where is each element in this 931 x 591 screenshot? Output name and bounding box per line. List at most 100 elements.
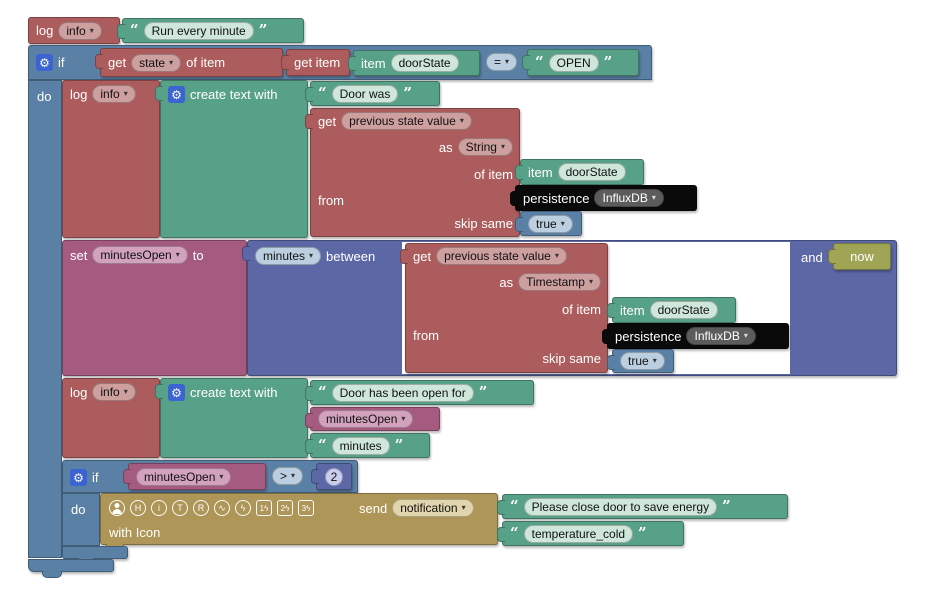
state-dropdown[interactable]: state ▾	[131, 53, 182, 72]
as-type-dropdown[interactable]: Timestamp ▾	[518, 273, 601, 291]
string-field-run-every-minute[interactable]: Run every minute	[143, 21, 254, 40]
operator-value: >	[280, 469, 288, 483]
block-item-doorstate-b[interactable]: item doorState	[607, 297, 736, 323]
item-name-field[interactable]: doorState	[557, 163, 626, 181]
block-variable-minutesopen-cond[interactable]: minutesOpen ▾	[123, 463, 266, 490]
block-skip-same-true-a[interactable]: true ▾	[515, 211, 582, 236]
chart-icon[interactable]: ∿	[214, 500, 230, 516]
block-number-2[interactable]: 2	[311, 463, 352, 490]
close-quote-icon: ”	[403, 84, 412, 102]
string-field-minutes[interactable]: minutes	[331, 436, 390, 455]
log-level-dropdown[interactable]: info ▾	[58, 21, 102, 40]
block-persistence-b[interactable]: persistence InfluxDB ▾	[602, 323, 789, 349]
hide-icon[interactable]: H	[130, 500, 146, 516]
block-string-run-every-minute[interactable]: “ Run every minute ”	[117, 18, 304, 43]
item-label: item	[528, 164, 553, 180]
mutator-gear-icon[interactable]: ⚙	[70, 469, 87, 486]
string-field-door-was[interactable]: Door was	[331, 84, 399, 103]
variable-dropdown[interactable]: minutesOpen ▾	[92, 246, 188, 264]
block-if-inner-bottom[interactable]	[62, 546, 128, 559]
block-string-minutes[interactable]: “ minutes ”	[305, 433, 430, 458]
person-head	[114, 503, 120, 508]
chevron-down-icon: ▾	[401, 414, 406, 423]
string-field-door-open-for[interactable]: Door has been open for	[331, 383, 474, 402]
block-prev-state-a[interactable]: get previous state value ▾ as String ▾ o…	[305, 108, 520, 237]
media-icon[interactable]: ϟ	[235, 500, 251, 516]
block-set-variable[interactable]: set minutesOpen ▾ to	[62, 240, 247, 376]
mutator-gear-icon[interactable]: ⚙	[36, 54, 53, 71]
block-item-doorstate-a[interactable]: item doorState	[515, 159, 644, 185]
action1-icon[interactable]: 1ϟ	[256, 500, 272, 516]
prev-state-dropdown[interactable]: previous state value ▾	[436, 247, 567, 265]
info-icon[interactable]: i	[151, 500, 167, 516]
skip-same-label: skip same	[542, 351, 601, 366]
number-field[interactable]: 2	[324, 467, 344, 486]
notification-type-dropdown[interactable]: notification ▾	[392, 499, 474, 517]
mutator-gear-icon[interactable]: ⚙	[168, 86, 185, 103]
block-log-c[interactable]: log info ▾	[62, 378, 160, 458]
do-label: do	[37, 89, 52, 104]
variable-dropdown[interactable]: minutesOpen ▾	[136, 467, 232, 486]
open-quote-icon: “	[318, 436, 327, 454]
log-level-dropdown[interactable]: info ▾	[92, 383, 136, 401]
close-quote-icon: ”	[394, 436, 404, 454]
boolean-dropdown[interactable]: true ▾	[528, 214, 573, 233]
persistence-dropdown[interactable]: InfluxDB ▾	[686, 327, 756, 345]
block-log-a[interactable]: log info ▾	[62, 80, 160, 238]
time-unit-dropdown[interactable]: minutes ▾	[255, 247, 322, 265]
string-field-temperature-cold[interactable]: temperature_cold	[523, 524, 634, 543]
prev-state-dropdown[interactable]: previous state value ▾	[341, 112, 472, 130]
item-name-field[interactable]: doorState	[390, 54, 459, 72]
action3-icon[interactable]: 3ϟ	[298, 500, 314, 516]
comparison-operator-dropdown[interactable]: > ▾	[272, 467, 304, 485]
person-body	[112, 509, 122, 514]
block-get-state-of-item[interactable]: get state ▾ of item	[95, 48, 283, 77]
block-variable-minutesopen[interactable]: minutesOpen ▾	[305, 407, 440, 431]
get-label: get	[108, 55, 127, 70]
person-icon[interactable]	[109, 500, 125, 516]
block-persistence-a[interactable]: persistence InfluxDB ▾	[510, 185, 697, 211]
close-quote-icon: ”	[478, 383, 488, 401]
block-string-please-close-door[interactable]: “ Please close door to save energy ”	[497, 494, 788, 519]
mutator-gear-icon[interactable]: ⚙	[168, 384, 185, 401]
block-get-item[interactable]: get item	[281, 49, 350, 76]
from-label: from	[413, 328, 439, 343]
block-string-door-was[interactable]: “ Door was ”	[305, 81, 440, 106]
reference-icon[interactable]: R	[193, 500, 209, 516]
log-level-value: info	[100, 87, 120, 101]
block-create-text-a[interactable]: ⚙ create text with	[155, 80, 308, 238]
action2-icon[interactable]: 2ϟ	[277, 500, 293, 516]
chevron-down-icon: ▾	[309, 251, 314, 260]
chevron-down-icon: ▾	[588, 277, 593, 286]
block-item-doorstate[interactable]: item doorState	[348, 50, 480, 76]
comparison-operator-dropdown[interactable]: = ▾	[486, 53, 518, 71]
block-now[interactable]: now	[828, 243, 891, 270]
string-field-please-close-door[interactable]: Please close door to save energy	[523, 497, 718, 516]
block-prev-state-b[interactable]: get previous state value ▾ as Timestamp …	[400, 243, 608, 373]
block-log-top[interactable]: log info ▾	[28, 17, 120, 44]
set-label: set	[70, 247, 88, 263]
variable-name: minutesOpen	[326, 412, 398, 426]
boolean-dropdown[interactable]: true ▾	[620, 352, 665, 370]
log-level-dropdown[interactable]: info ▾	[92, 85, 136, 103]
block-skip-same-true-b[interactable]: true ▾	[607, 349, 674, 373]
title-icon[interactable]: T	[172, 500, 188, 516]
block-send-notification[interactable]: H i T R ∿ ϟ 1ϟ 2ϟ 3ϟ send notification ▾…	[100, 493, 498, 545]
block-if-outer-spine[interactable]: do	[28, 80, 62, 558]
persistence-dropdown[interactable]: InfluxDB ▾	[594, 189, 664, 207]
chevron-down-icon: ▾	[500, 142, 505, 151]
variable-dropdown[interactable]: minutesOpen ▾	[318, 410, 414, 428]
block-string-temperature-cold[interactable]: “ temperature_cold ”	[497, 521, 684, 546]
block-if-outer-bottom[interactable]	[28, 559, 114, 572]
open-quote-icon: “	[130, 21, 139, 39]
item-name-field[interactable]: doorState	[649, 301, 718, 319]
persistence-value: InfluxDB	[602, 191, 648, 205]
block-if-inner-spine[interactable]: do	[62, 493, 100, 546]
block-create-text-c[interactable]: ⚙ create text with	[155, 378, 308, 458]
block-string-open[interactable]: “ OPEN ”	[522, 49, 639, 76]
as-type-dropdown[interactable]: String ▾	[457, 138, 513, 156]
block-string-door-open-for[interactable]: “ Door has been open for ”	[305, 380, 534, 405]
open-quote-icon: “	[535, 53, 544, 71]
string-field-open[interactable]: OPEN	[548, 53, 599, 72]
